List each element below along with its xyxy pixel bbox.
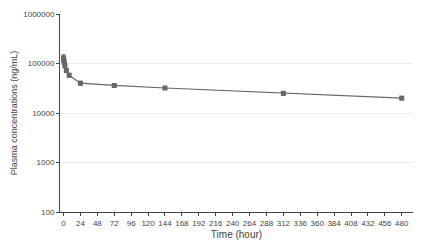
svg-text:216: 216 (209, 219, 223, 228)
svg-text:Plasma concentrations (ng/mL): Plasma concentrations (ng/mL) (9, 51, 19, 176)
svg-text:1000000: 1000000 (23, 10, 55, 19)
svg-text:384: 384 (327, 219, 341, 228)
svg-text:264: 264 (243, 219, 257, 228)
svg-text:456: 456 (378, 219, 392, 228)
svg-text:Time (hour): Time (hour) (211, 229, 262, 240)
svg-text:336: 336 (294, 219, 308, 228)
svg-text:168: 168 (175, 219, 189, 228)
svg-text:408: 408 (344, 219, 358, 228)
svg-text:10000: 10000 (32, 109, 55, 118)
svg-text:100: 100 (41, 208, 55, 217)
svg-text:72: 72 (110, 219, 119, 228)
svg-text:480: 480 (395, 219, 409, 228)
svg-text:144: 144 (158, 219, 172, 228)
svg-text:0: 0 (61, 219, 66, 228)
svg-text:288: 288 (260, 219, 274, 228)
svg-text:1000: 1000 (37, 158, 55, 167)
svg-text:96: 96 (127, 219, 136, 228)
svg-text:120: 120 (141, 219, 155, 228)
svg-text:24: 24 (76, 219, 85, 228)
svg-text:48: 48 (93, 219, 102, 228)
svg-text:240: 240 (226, 219, 240, 228)
svg-text:312: 312 (277, 219, 291, 228)
svg-text:192: 192 (192, 219, 206, 228)
svg-text:100000: 100000 (28, 59, 55, 68)
svg-text:360: 360 (311, 219, 325, 228)
svg-text:432: 432 (361, 219, 375, 228)
